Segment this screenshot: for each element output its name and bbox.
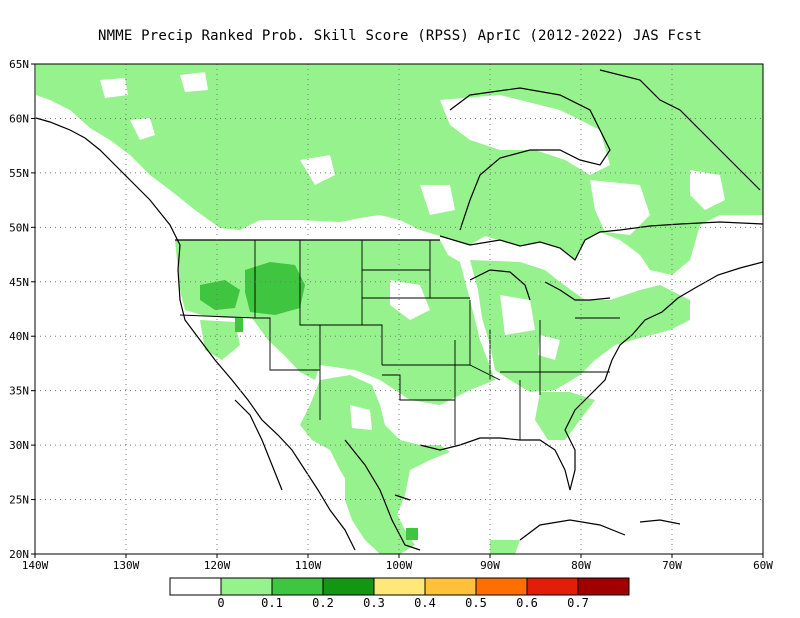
y-tick-label: 30N <box>9 439 29 452</box>
color-legend <box>169 577 630 596</box>
x-tick-label: 120W <box>204 559 231 572</box>
y-tick-label: 25N <box>9 494 29 507</box>
legend-boundary-label: 0.6 <box>516 596 538 610</box>
x-tick-label: 90W <box>480 559 500 572</box>
y-tick-label: 55N <box>9 167 29 180</box>
x-tick-label: 60W <box>753 559 773 572</box>
y-tick-label: 35N <box>9 385 29 398</box>
chart-title: NMME Precip Ranked Prob. Skill Score (RP… <box>97 28 702 44</box>
y-tick-label: 50N <box>9 221 29 234</box>
x-axis: 140W 130W 120W 110W 100W 90W 80W 70W 60W <box>22 554 773 572</box>
skill-shading-holes <box>100 72 725 435</box>
legend-bin <box>526 577 579 596</box>
y-tick-label: 20N <box>9 548 29 561</box>
x-tick-label: 70W <box>662 559 682 572</box>
legend-boundary-label: 0.5 <box>465 596 487 610</box>
legend-bin <box>169 577 222 596</box>
y-tick-label: 65N <box>9 58 29 71</box>
legend-boundary-label: 0.3 <box>363 596 385 610</box>
x-tick-label: 110W <box>295 559 322 572</box>
legend-boundary-label: 0.4 <box>414 596 436 610</box>
legend-bin <box>322 577 375 596</box>
legend-bin <box>577 577 630 596</box>
legend-boundary-label: 0.7 <box>567 596 589 610</box>
map-plot-area <box>34 63 764 555</box>
legend-boundary-label: 0 <box>217 596 224 610</box>
x-tick-label: 100W <box>386 559 413 572</box>
legend-bin <box>373 577 426 596</box>
coastlines-and-borders <box>35 69 764 551</box>
y-tick-label: 40N <box>9 330 29 343</box>
y-axis: 20N 25N 30N 35N 40N 45N 50N 55N 60N 65N <box>9 58 35 561</box>
legend-bin <box>220 577 273 596</box>
skill-shading-medium <box>200 262 418 540</box>
legend-bin <box>424 577 477 596</box>
color-legend-labels: 0 0.1 0.2 0.3 0.4 0.5 0.6 0.7 <box>217 596 588 610</box>
legend-boundary-label: 0.1 <box>261 596 283 610</box>
x-tick-label: 80W <box>571 559 591 572</box>
y-tick-label: 45N <box>9 276 29 289</box>
x-tick-label: 140W <box>22 559 49 572</box>
legend-bin <box>475 577 528 596</box>
gridlines <box>35 64 763 554</box>
x-tick-label: 130W <box>113 559 140 572</box>
y-tick-label: 60N <box>9 112 29 125</box>
legend-bin <box>271 577 324 596</box>
legend-boundary-label: 0.2 <box>312 596 334 610</box>
state-borders <box>179 240 620 445</box>
